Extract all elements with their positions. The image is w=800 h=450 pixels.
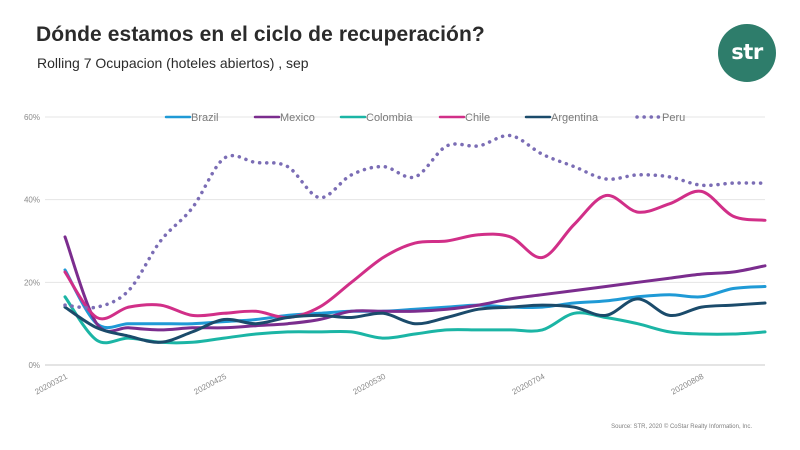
series-line-argentina bbox=[63, 297, 767, 344]
legend-label: Chile bbox=[465, 112, 490, 124]
str-logo-text: str bbox=[731, 40, 763, 64]
source-note: Source: STR, 2020 © CoStar Realty Inform… bbox=[611, 424, 752, 430]
x-tick-label: 20200530 bbox=[351, 372, 387, 397]
series-line-brazil bbox=[63, 268, 767, 330]
x-tick-label: 20200425 bbox=[192, 372, 228, 397]
y-tick-label: 40% bbox=[24, 196, 40, 205]
series-line-chile bbox=[63, 189, 767, 321]
x-tick-label: 20200321 bbox=[33, 372, 69, 397]
x-tick-label: 20200808 bbox=[670, 372, 706, 397]
series-line-peru bbox=[63, 133, 767, 310]
legend-label: Colombia bbox=[366, 112, 413, 124]
y-tick-label: 20% bbox=[24, 278, 40, 287]
series-line-mexico bbox=[63, 235, 767, 333]
y-tick-label: 60% bbox=[24, 113, 40, 122]
legend-label: Brazil bbox=[191, 112, 219, 124]
series-line-colombia bbox=[63, 295, 767, 345]
legend-label: Argentina bbox=[551, 112, 599, 124]
chart-subtitle: Rolling 7 Ocupacion (hoteles abiertos) ,… bbox=[37, 55, 309, 71]
x-tick-label: 20200704 bbox=[511, 372, 547, 397]
legend-label: Mexico bbox=[280, 112, 315, 124]
chart-title: Dónde estamos en el ciclo de recuperació… bbox=[36, 23, 485, 46]
legend-label: Peru bbox=[662, 112, 685, 124]
str-logo: str bbox=[718, 24, 776, 82]
y-tick-label: 0% bbox=[28, 361, 40, 370]
